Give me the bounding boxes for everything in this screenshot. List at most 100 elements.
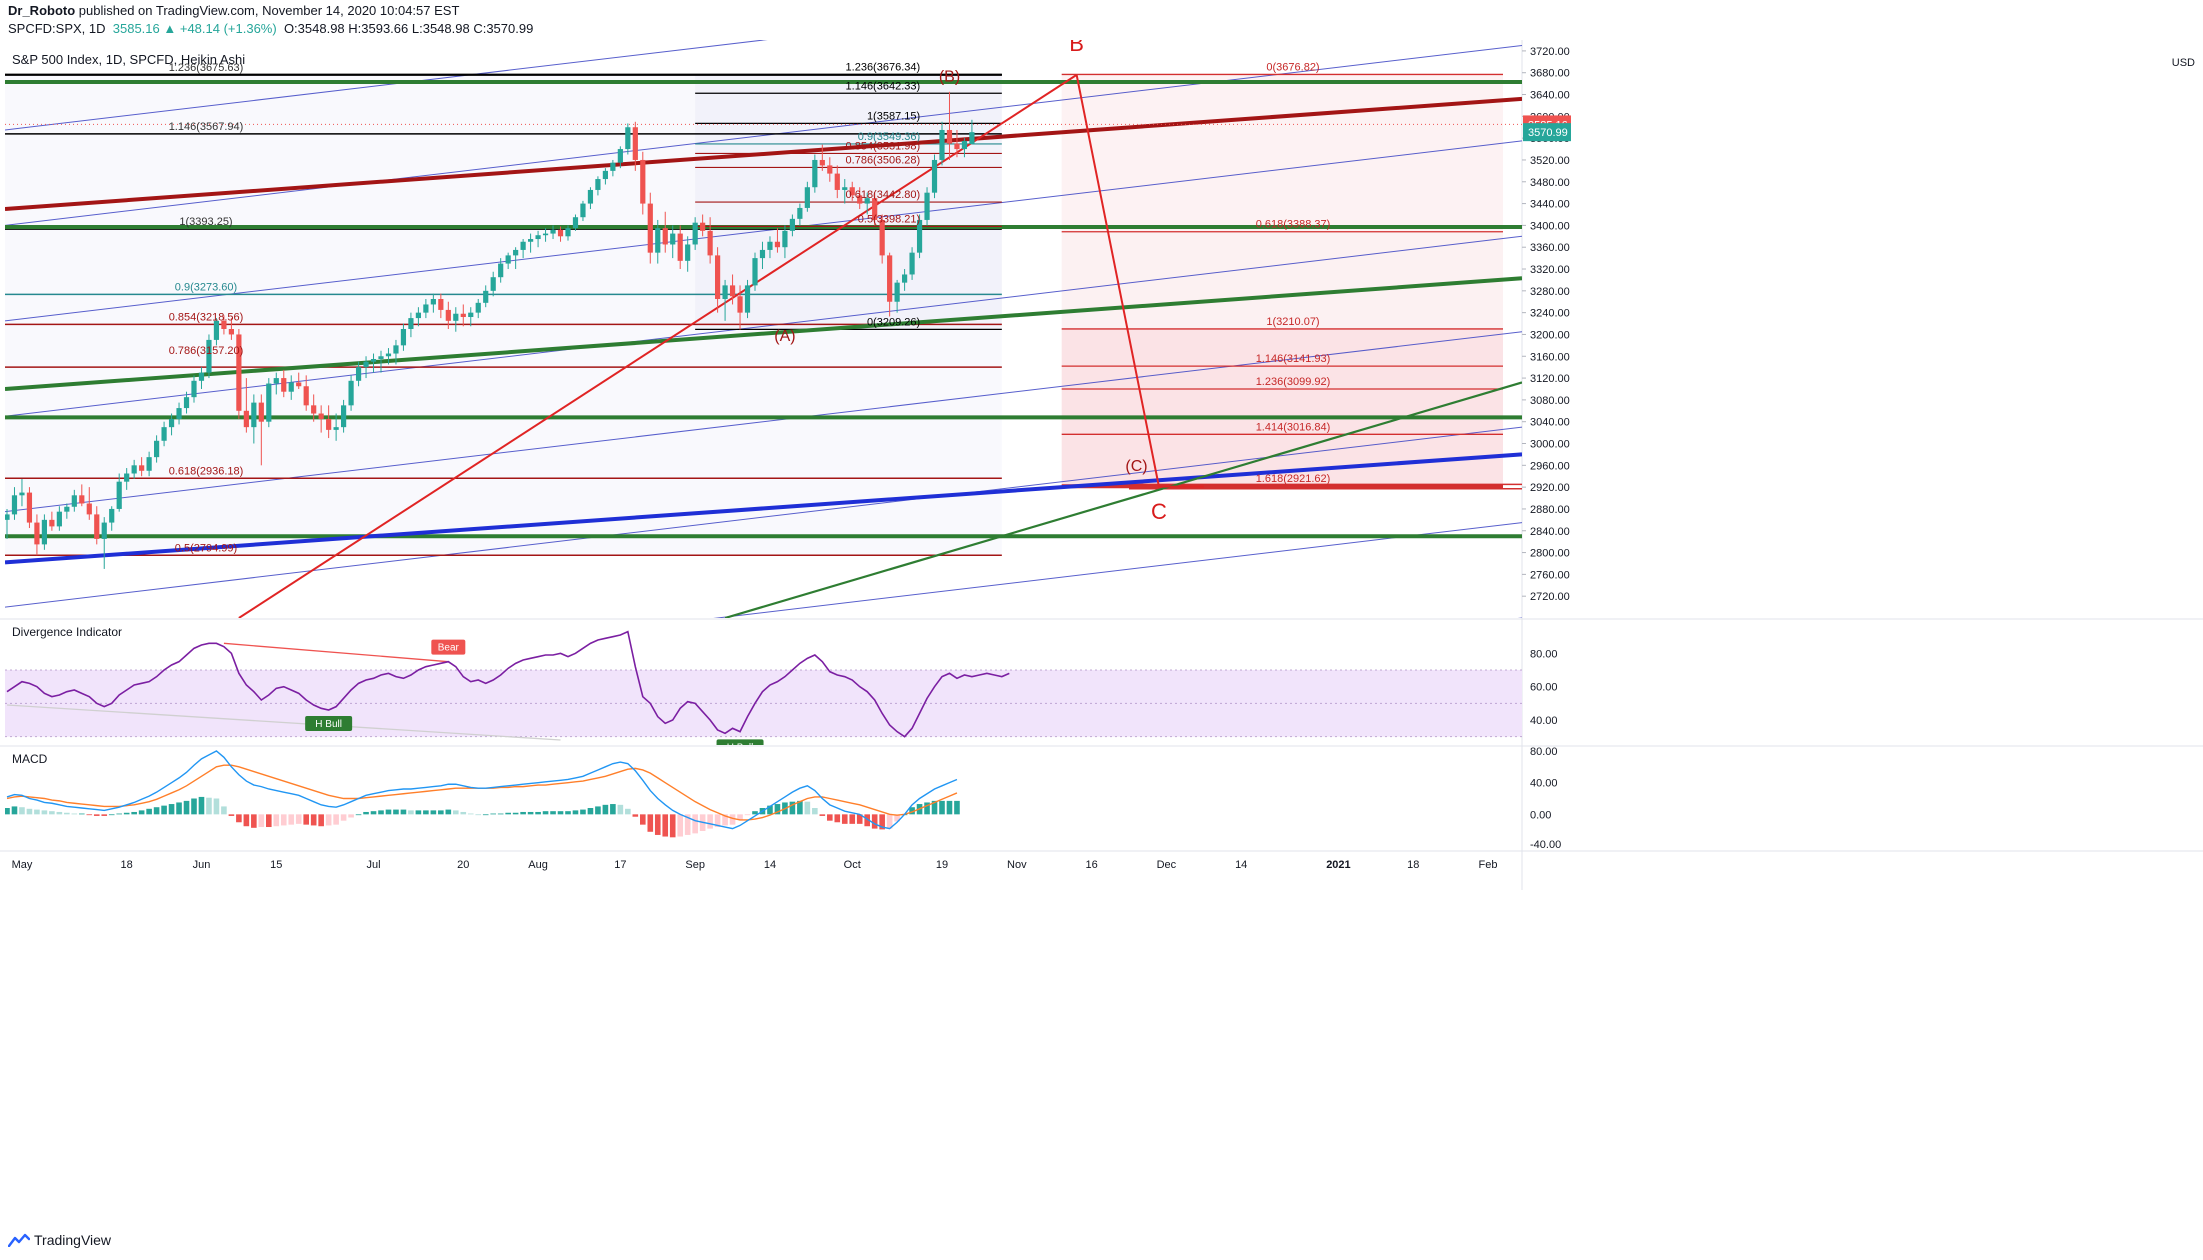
macd-histogram-bar	[183, 800, 190, 815]
brand-label: TradingView	[34, 1232, 112, 1248]
fib-ret-label: 0.786(3506.28)	[846, 154, 921, 166]
macd-histogram-bar	[834, 814, 841, 823]
candle-body	[348, 380, 354, 406]
candle-body	[744, 285, 751, 313]
time-tick-label: Jun	[193, 859, 211, 871]
major-support-trendline	[5, 452, 1522, 565]
fib-ext-zone-upper	[1061, 74, 1503, 232]
macd-histogram-bar	[79, 813, 85, 815]
time-tick-label: 18	[1407, 859, 1419, 871]
candle-body	[931, 159, 938, 193]
macd-histogram-bar	[864, 814, 870, 827]
time-tick-label: 15	[270, 859, 282, 871]
candle-body	[460, 313, 466, 318]
price-tick-label: 3680.00	[1530, 68, 1570, 80]
macd-histogram-bar	[737, 814, 743, 820]
macd-histogram-bar	[385, 809, 392, 815]
macd-histogram-bar	[191, 798, 197, 815]
candle-body	[183, 397, 190, 409]
candle-body	[595, 179, 601, 190]
candle-body	[685, 244, 691, 261]
level-label: 1(3393.25)	[179, 216, 232, 228]
chart-canvas[interactable]: 1.236(3675.63) 1.146(3567.94) 1(3393.25) 0.…	[0, 40, 2203, 1225]
tradingview-logo-icon	[8, 1233, 30, 1247]
fib-ret-label: 0.9(3549.36)	[858, 131, 920, 143]
price-tick-label: 3400.00	[1530, 220, 1570, 232]
macd-tick-label: 40.00	[1530, 778, 1558, 790]
oscillator-band	[5, 670, 1522, 737]
author-name[interactable]: Dr_Roboto	[8, 3, 76, 18]
candle-body	[101, 522, 107, 539]
candle-body	[797, 207, 803, 219]
macd-histogram-bar	[393, 809, 399, 815]
macd-tick-label: 80.00	[1530, 746, 1558, 758]
price-tick-label: 3120.00	[1530, 373, 1570, 385]
time-tick-label: Oct	[844, 859, 861, 871]
time-tick-label: Nov	[1007, 859, 1027, 871]
tradingview-brand[interactable]: TradingView	[8, 1232, 111, 1248]
macd-histogram-bar	[168, 804, 175, 815]
candle-body	[131, 465, 137, 474]
price-tick-label: 2800.00	[1530, 548, 1570, 560]
macd-histogram-bar	[280, 814, 287, 826]
macd-pane	[5, 750, 960, 838]
price-tick-label: 3240.00	[1530, 308, 1570, 320]
macd-histogram-bar	[138, 810, 145, 815]
price-change: 3585.16 ▲ +48.14 (+1.36%)	[112, 21, 277, 36]
fib-ext-label: 1.414(3016.84)	[1256, 421, 1331, 433]
macd-histogram-bar	[774, 804, 781, 815]
macd-histogram-bar	[131, 811, 137, 815]
candle-body	[453, 313, 459, 321]
macd-histogram-bar	[744, 814, 751, 816]
candle-body	[438, 299, 444, 310]
candle-body	[191, 380, 197, 398]
candle-body	[617, 149, 623, 163]
macd-histogram-bar	[445, 809, 452, 815]
time-tick-label: 16	[1085, 859, 1097, 871]
macd-line	[6, 750, 958, 830]
price-axis: USD 2720.00 2760.00 2800.00 2840.00 2880.00 29…	[1522, 46, 2195, 603]
candles	[5, 91, 975, 569]
candle-body	[632, 127, 638, 160]
oscillator-line	[6, 630, 1010, 738]
candle-body	[5, 514, 10, 520]
time-tick-label: Sep	[685, 859, 705, 871]
wave-label: (C)	[1125, 458, 1147, 475]
macd-histogram-bar	[550, 811, 556, 815]
divergence-pane-title: Divergence Indicator	[12, 625, 122, 639]
level-label: 1.236(3675.63)	[169, 62, 244, 74]
macd-histogram-bar	[714, 814, 721, 828]
price-tick-label: 2920.00	[1530, 482, 1570, 494]
time-tick-label: 18	[121, 859, 133, 871]
candle-body	[236, 334, 242, 411]
macd-histogram-bar	[64, 812, 70, 815]
time-tick-label: May	[12, 859, 33, 871]
macd-histogram-bar	[355, 814, 362, 816]
candle-body	[916, 219, 923, 253]
macd-histogram-bar	[318, 814, 324, 827]
candle-body	[737, 296, 743, 313]
channel-line	[5, 331, 1522, 513]
macd-histogram-bar	[123, 812, 130, 815]
macd-histogram-bar	[438, 810, 444, 815]
time-tick-label: 19	[936, 859, 948, 871]
candle-body	[221, 320, 227, 329]
macd-histogram-bar	[5, 808, 10, 815]
candle-body	[902, 274, 908, 283]
chart-header: Dr_Roboto published on TradingView.com, …	[0, 0, 2203, 40]
macd-histogram-bar	[482, 814, 489, 816]
macd-histogram-bar	[49, 811, 55, 815]
macd-histogram-bar	[602, 804, 609, 815]
candle-body	[550, 229, 556, 234]
macd-histogram-bar	[557, 811, 564, 815]
macd-histogram-bar	[939, 800, 945, 815]
price-tick-label: 3280.00	[1530, 286, 1570, 298]
candle-body	[168, 418, 175, 428]
candle-body	[572, 217, 579, 229]
macd-histogram-bar	[595, 806, 601, 815]
channel-line	[5, 904, 1522, 1084]
candle-body	[468, 312, 474, 318]
candle-body	[610, 162, 616, 171]
price-tick-label: 3160.00	[1530, 351, 1570, 363]
candle-body	[729, 285, 736, 297]
